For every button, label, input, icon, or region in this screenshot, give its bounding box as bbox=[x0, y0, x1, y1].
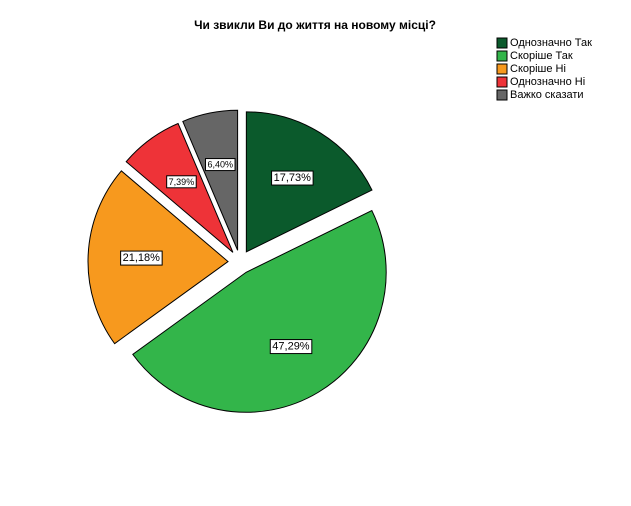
legend-swatch bbox=[496, 50, 508, 62]
data-label-box bbox=[269, 339, 313, 355]
data-label-box bbox=[205, 158, 236, 172]
legend-swatch bbox=[496, 76, 508, 88]
legend-swatch bbox=[496, 63, 508, 75]
data-label-box bbox=[120, 250, 163, 266]
data-label: 21,18% bbox=[123, 252, 161, 264]
data-label: 47,29% bbox=[272, 341, 310, 353]
legend-label: Скоріше Так bbox=[510, 50, 573, 62]
legend-label: Скоріше Ні bbox=[510, 63, 566, 75]
data-label: 6,40% bbox=[208, 160, 234, 170]
legend-swatch bbox=[496, 37, 508, 49]
pie-slice bbox=[182, 109, 239, 251]
legend-label: Важко сказати bbox=[510, 89, 584, 101]
legend-label: Однозначно Так bbox=[510, 37, 592, 49]
data-label: 7,39% bbox=[169, 177, 195, 187]
data-label: 17,73% bbox=[274, 172, 312, 184]
legend-label: Однозначно Ні bbox=[510, 76, 585, 88]
legend-swatch bbox=[496, 89, 508, 101]
data-label-box bbox=[166, 175, 197, 189]
pie-slice bbox=[132, 209, 387, 413]
chart-title: Чи звикли Ви до життя на новому місці? bbox=[194, 18, 436, 32]
data-label-box bbox=[271, 170, 314, 186]
